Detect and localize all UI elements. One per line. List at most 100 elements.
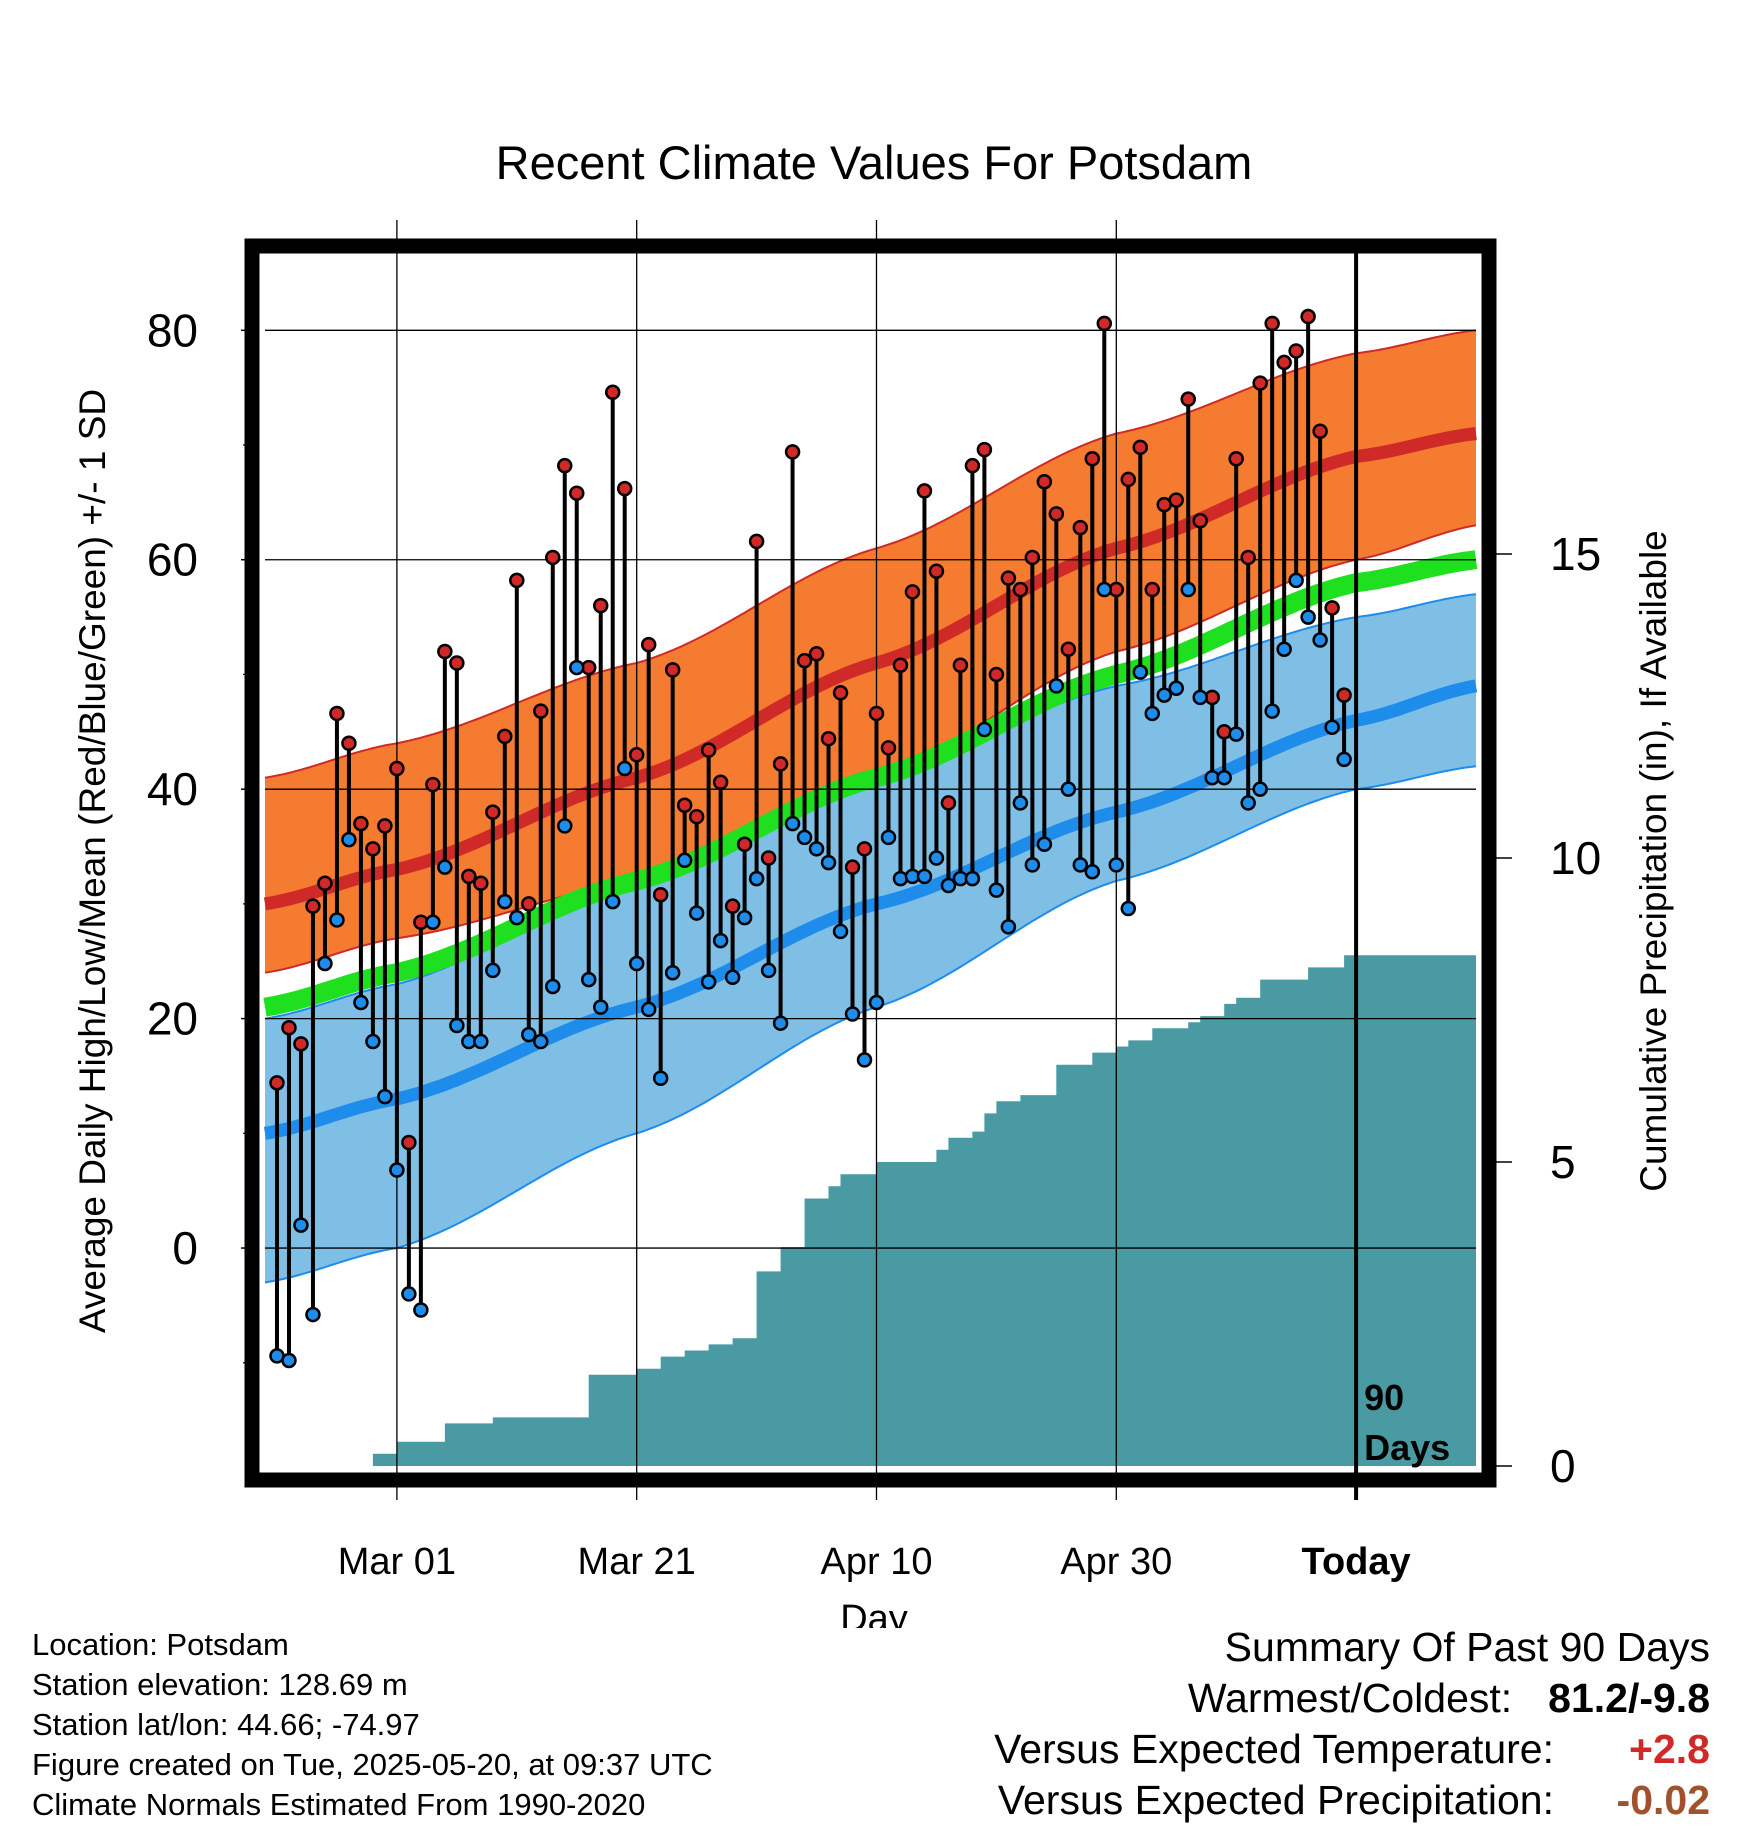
low-point (521, 1026, 537, 1043)
high-point (425, 776, 441, 793)
low-point (832, 923, 849, 940)
low-point (796, 829, 813, 846)
high-point (1312, 423, 1328, 440)
high-point (640, 636, 657, 653)
low-point (1108, 857, 1125, 873)
high-point (401, 1134, 417, 1151)
low-point (377, 1088, 393, 1105)
low-point (485, 962, 501, 979)
low-point (1156, 687, 1173, 703)
high-point (449, 655, 465, 671)
high-point (1240, 549, 1256, 566)
axes: 0 20 40 60 80 0 5 10 15 Mar 01 Mar 21 Apr 10 Apr 30 T… (147, 304, 1601, 1583)
low-point (413, 1302, 429, 1318)
climate-chart: Recent Climate Values For Potsdam 0 20 40 6… (72, 136, 1674, 1628)
high-point (1036, 473, 1053, 490)
high-point (281, 1020, 297, 1036)
high-point (772, 756, 789, 772)
low-point (293, 1217, 309, 1233)
latlon-text: Station lat/lon: 44.66; -74.97 (32, 1707, 420, 1742)
low-point (676, 852, 693, 869)
high-point (497, 728, 513, 745)
high-point (341, 735, 357, 752)
low-point (808, 841, 825, 857)
high-point (269, 1075, 285, 1091)
low-point (389, 1162, 405, 1178)
low-point (305, 1306, 321, 1323)
low-point (748, 870, 765, 887)
low-point (329, 912, 345, 928)
low-point (1192, 689, 1208, 706)
low-point (1036, 836, 1053, 852)
low-point (281, 1352, 297, 1369)
low-point (820, 854, 837, 871)
low-point (1276, 641, 1292, 657)
cumulative-precipitation (265, 955, 1476, 1466)
high-point (365, 841, 381, 857)
high-point (700, 742, 717, 758)
low-point (497, 893, 513, 910)
high-point (1144, 581, 1161, 598)
high-point (353, 815, 369, 832)
low-point (1072, 857, 1089, 873)
high-point (940, 795, 957, 811)
high-point (868, 705, 885, 722)
high-point (437, 643, 453, 660)
high-point (389, 760, 405, 777)
high-point (592, 597, 609, 614)
high-upper-line (264, 329, 1477, 779)
location-text: Location: Potsdam (32, 1627, 289, 1662)
x-tick-label: Apr 10 (821, 1541, 933, 1583)
low-point (1240, 795, 1256, 811)
low-point (1144, 705, 1161, 722)
low-point (545, 978, 561, 995)
low-point (700, 974, 717, 990)
low-point (868, 994, 885, 1011)
high-sd-band (265, 330, 1476, 973)
high-point (1300, 308, 1316, 325)
high-point (928, 563, 945, 579)
precip-label: Versus Expected Precipitation: (997, 1777, 1554, 1823)
low-point (557, 818, 573, 834)
low-point (1264, 703, 1280, 719)
low-point (772, 1015, 789, 1031)
high-point (377, 818, 393, 834)
low-lower-line (264, 765, 1477, 1284)
low-point (688, 905, 705, 921)
high-point (1096, 315, 1113, 332)
low-point (449, 1017, 465, 1034)
low-point (1252, 781, 1268, 797)
right-tick-label: 5 (1550, 1136, 1576, 1188)
low-point (1012, 795, 1029, 811)
high-point (988, 666, 1005, 683)
today-tick-label: Today (1302, 1541, 1411, 1583)
low-point (1288, 572, 1304, 589)
x-tick-label: Mar 01 (338, 1541, 456, 1583)
low-point (1312, 632, 1328, 648)
high-point (952, 657, 969, 674)
left-tick-label: 20 (147, 993, 198, 1045)
low-point (976, 721, 993, 738)
high-point (533, 703, 549, 719)
high-point (473, 875, 489, 891)
high-point (664, 662, 681, 678)
low-point (616, 760, 633, 777)
high-point (1048, 506, 1065, 522)
high-point (521, 896, 537, 912)
low-point (1132, 664, 1149, 680)
station-info: Location: Potsdam Station elevation: 128… (32, 1625, 713, 1825)
low-point (628, 955, 645, 972)
summary-panel: Summary Of Past 90 Days Warmest/Coldest:… (994, 1622, 1710, 1826)
low-point (1096, 581, 1113, 598)
high-point (545, 549, 561, 566)
high-point (1168, 492, 1184, 508)
low-point (1168, 680, 1184, 696)
high-point (1288, 343, 1304, 359)
high-point (1276, 354, 1292, 371)
high-point (1024, 549, 1041, 566)
mean-normal-line (263, 550, 1478, 1017)
high-point (628, 747, 645, 763)
high-point (1192, 512, 1208, 529)
low-point (592, 999, 609, 1015)
x-axis-label: Day (840, 1598, 908, 1628)
